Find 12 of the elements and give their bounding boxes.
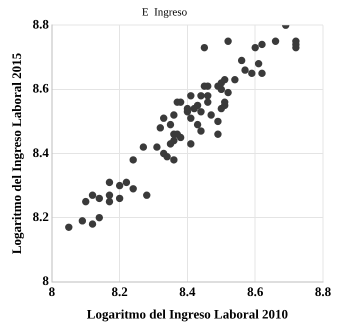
y-tick-label: 8.4 — [32, 144, 50, 160]
y-tick-label: 8.2 — [32, 209, 49, 224]
y-tick-label: 8.8 — [32, 16, 50, 32]
y-tick-label: 8 — [42, 273, 50, 288]
x-tick-label: 8.8 — [314, 284, 332, 299]
x-tick-label: 8.6 — [247, 284, 264, 299]
x-axis-title: Logaritmo del Ingreso Laboral 2010 — [86, 306, 288, 322]
chart-title: E Ingreso — [142, 6, 188, 18]
x-tick-label: 8.2 — [112, 284, 128, 299]
y-tick-label: 8.6 — [32, 80, 50, 96]
y-axis-title: Logaritmo del Ingreso Laboral 2015 — [9, 52, 24, 254]
x-tick-label: 8.4 — [179, 284, 196, 299]
